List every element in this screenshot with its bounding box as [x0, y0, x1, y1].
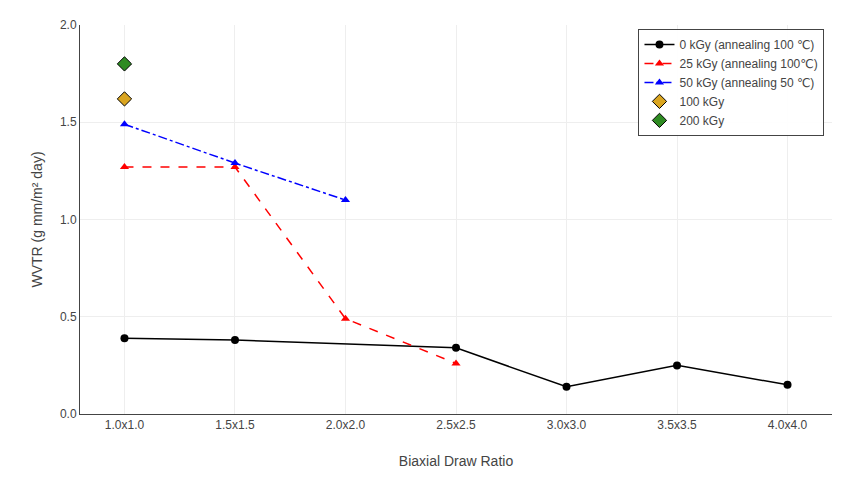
svg-text:4.0x4.0: 4.0x4.0: [768, 418, 808, 432]
svg-text:1.0: 1.0: [60, 213, 77, 227]
svg-text:2.5x2.5: 2.5x2.5: [436, 418, 476, 432]
svg-text:50 kGy (annealing 50 ℃): 50 kGy (annealing 50 ℃): [679, 76, 814, 90]
svg-text:0.0: 0.0: [60, 407, 77, 421]
svg-text:0 kGy (annealing 100 ℃): 0 kGy (annealing 100 ℃): [679, 38, 814, 52]
svg-text:1.0x1.0: 1.0x1.0: [105, 418, 145, 432]
svg-text:3.5x3.5: 3.5x3.5: [657, 418, 697, 432]
svg-text:WVTR (g mm/m² day): WVTR (g mm/m² day): [29, 151, 45, 287]
svg-text:200 kGy: 200 kGy: [679, 114, 724, 128]
svg-text:Biaxial Draw Ratio: Biaxial Draw Ratio: [399, 453, 514, 469]
svg-text:2.0: 2.0: [60, 18, 77, 32]
svg-text:3.0x3.0: 3.0x3.0: [547, 418, 587, 432]
svg-text:25 kGy (annealing 100℃): 25 kGy (annealing 100℃): [679, 57, 817, 71]
svg-text:1.5x1.5: 1.5x1.5: [215, 418, 255, 432]
svg-text:1.5: 1.5: [60, 115, 77, 129]
svg-text:0.5: 0.5: [60, 310, 77, 324]
svg-text:2.0x2.0: 2.0x2.0: [326, 418, 366, 432]
svg-text:100 kGy: 100 kGy: [679, 95, 724, 109]
